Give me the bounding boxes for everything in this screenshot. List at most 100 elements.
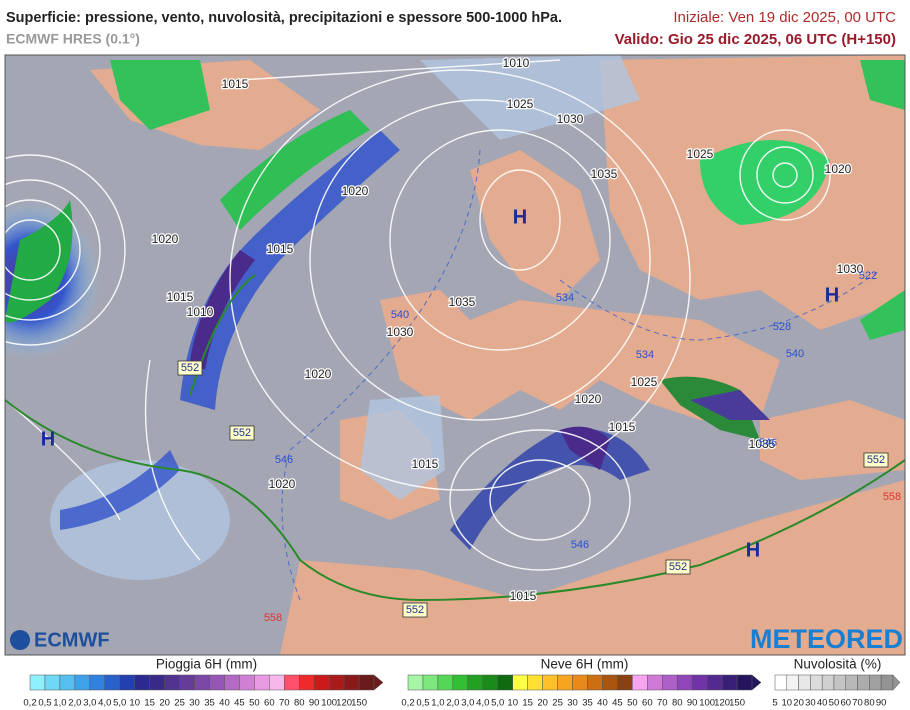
legend-tick: 70 [279, 698, 290, 709]
thickness-box [665, 559, 691, 575]
thickness-label: 552 [867, 454, 885, 466]
pressure-label: 1035 [449, 295, 476, 309]
legend-tick: 80 [672, 698, 683, 709]
legend-tick: 3,0 [83, 698, 96, 709]
legend-swatch [482, 674, 498, 691]
legend-swatch [269, 674, 285, 691]
valid-time: Valido: Gio 25 dic 2025, 06 UTC (H+150) [615, 31, 896, 48]
pressure-label: 1025 [687, 147, 714, 161]
legend-tick: 90 [309, 698, 320, 709]
legend-swatch [810, 674, 823, 691]
legend-swatch [721, 674, 738, 691]
legend-title: Neve 6H (mm) [541, 657, 629, 672]
pressure-label: 1030 [837, 262, 864, 276]
pressure-label: 1015 [167, 290, 194, 304]
thickness-label: 546 [571, 539, 589, 551]
legend-arrow [373, 674, 384, 691]
legend-swatch [706, 674, 723, 691]
thickness-box [863, 452, 889, 468]
legend-tick: 2,0 [446, 698, 459, 709]
legend-tick: 5 [772, 698, 777, 709]
thickness-label: 546 [759, 437, 777, 449]
legend-swatch [572, 674, 588, 691]
legend-swatch [224, 674, 240, 691]
legend-swatch [422, 674, 439, 691]
legend-tick: 40 [817, 698, 828, 709]
legend-tick: 15 [522, 698, 533, 709]
legend-tick: 90 [876, 698, 887, 709]
thickness-label: 528 [773, 321, 791, 333]
legend-tick: 100 [699, 698, 715, 709]
pressure-label: 1020 [575, 392, 602, 406]
pressure-label: 1020 [269, 477, 296, 491]
legend-tick: 120 [336, 698, 352, 709]
legend-tick: 20 [159, 698, 170, 709]
legend-swatch [452, 674, 469, 691]
legend-swatch [497, 674, 513, 691]
legend-tick: 60 [264, 698, 275, 709]
cloud-cover [50, 55, 640, 580]
legend-tick: 60 [840, 698, 851, 709]
legend-swatch [869, 674, 882, 691]
high-pressure: H [825, 284, 839, 306]
legend-swatch [587, 674, 603, 691]
thickness-label: 534 [556, 292, 574, 304]
precipitation [5, 60, 905, 550]
legend-tick: 1,0 [53, 698, 66, 709]
pressure-label: 1015 [222, 77, 249, 91]
legend-swatch [179, 674, 195, 691]
legend-swatch [358, 674, 375, 691]
pressure-label: 1015 [267, 242, 294, 256]
legend-tick: 70 [657, 698, 668, 709]
map: 1015 1010 1025 1030 1035 1025 1020 1020 1015 1020… [5, 55, 905, 655]
legend-tick: 0,5 [38, 698, 51, 709]
legend-swatch [194, 674, 210, 691]
legend-tick: 10 [782, 698, 793, 709]
legend-swatch [254, 674, 270, 691]
legend-swatch [149, 674, 165, 691]
thickness-label: 552 [406, 604, 424, 616]
thickness-label: 552 [181, 362, 199, 374]
legend-swatch [845, 674, 858, 691]
pressure-label: 1015 [412, 457, 439, 471]
legend-swatch [437, 674, 454, 691]
legend-tick: 5,0 [113, 698, 126, 709]
pressure-label: 1035 [749, 437, 776, 451]
legend-tick: 35 [204, 698, 215, 709]
legend-swatch [512, 674, 528, 691]
legend-tick: 10 [129, 698, 140, 709]
legend-swatch [821, 674, 835, 691]
pressure-label: 1020 [152, 232, 179, 246]
legend-swatch [676, 674, 693, 691]
thickness-label: 522 [859, 270, 877, 282]
legend-tick: 30 [189, 698, 200, 709]
legend-tick: 25 [552, 698, 563, 709]
high-pressure: H [513, 206, 527, 228]
legend-swatch [313, 674, 330, 691]
legend-swatch [29, 674, 46, 691]
legend-tick: 25 [174, 698, 185, 709]
legend-tick: 10 [507, 698, 518, 709]
legend-swatch [134, 674, 150, 691]
pressure-label: 1015 [609, 420, 636, 434]
legend-tick: 150 [729, 698, 745, 709]
legend-swatch [104, 674, 120, 691]
legend-tick: 45 [612, 698, 623, 709]
thickness-label: 552 [669, 561, 687, 573]
legend-swatch [44, 674, 61, 691]
header: Superficie: pressione, vento, nuvolosità… [6, 9, 896, 48]
legend-tick: 40 [597, 698, 608, 709]
initial-time: Iniziale: Ven 19 dic 2025, 00 UTC [673, 9, 896, 26]
pressure-label: 1010 [503, 56, 530, 70]
legend-tick: 0,2 [401, 698, 414, 709]
legend-swatch [691, 674, 708, 691]
pressure-label: 1025 [631, 375, 658, 389]
legend-swatch [774, 674, 788, 691]
legend-tick: 0,5 [416, 698, 429, 709]
legend-swatch [74, 674, 91, 691]
legend-arrow [892, 674, 901, 691]
legend-tick: 15 [144, 698, 155, 709]
legend-title: Pioggia 6H (mm) [156, 657, 257, 672]
legend-tick: 40 [219, 698, 230, 709]
thickness-label: 558 [264, 612, 282, 624]
